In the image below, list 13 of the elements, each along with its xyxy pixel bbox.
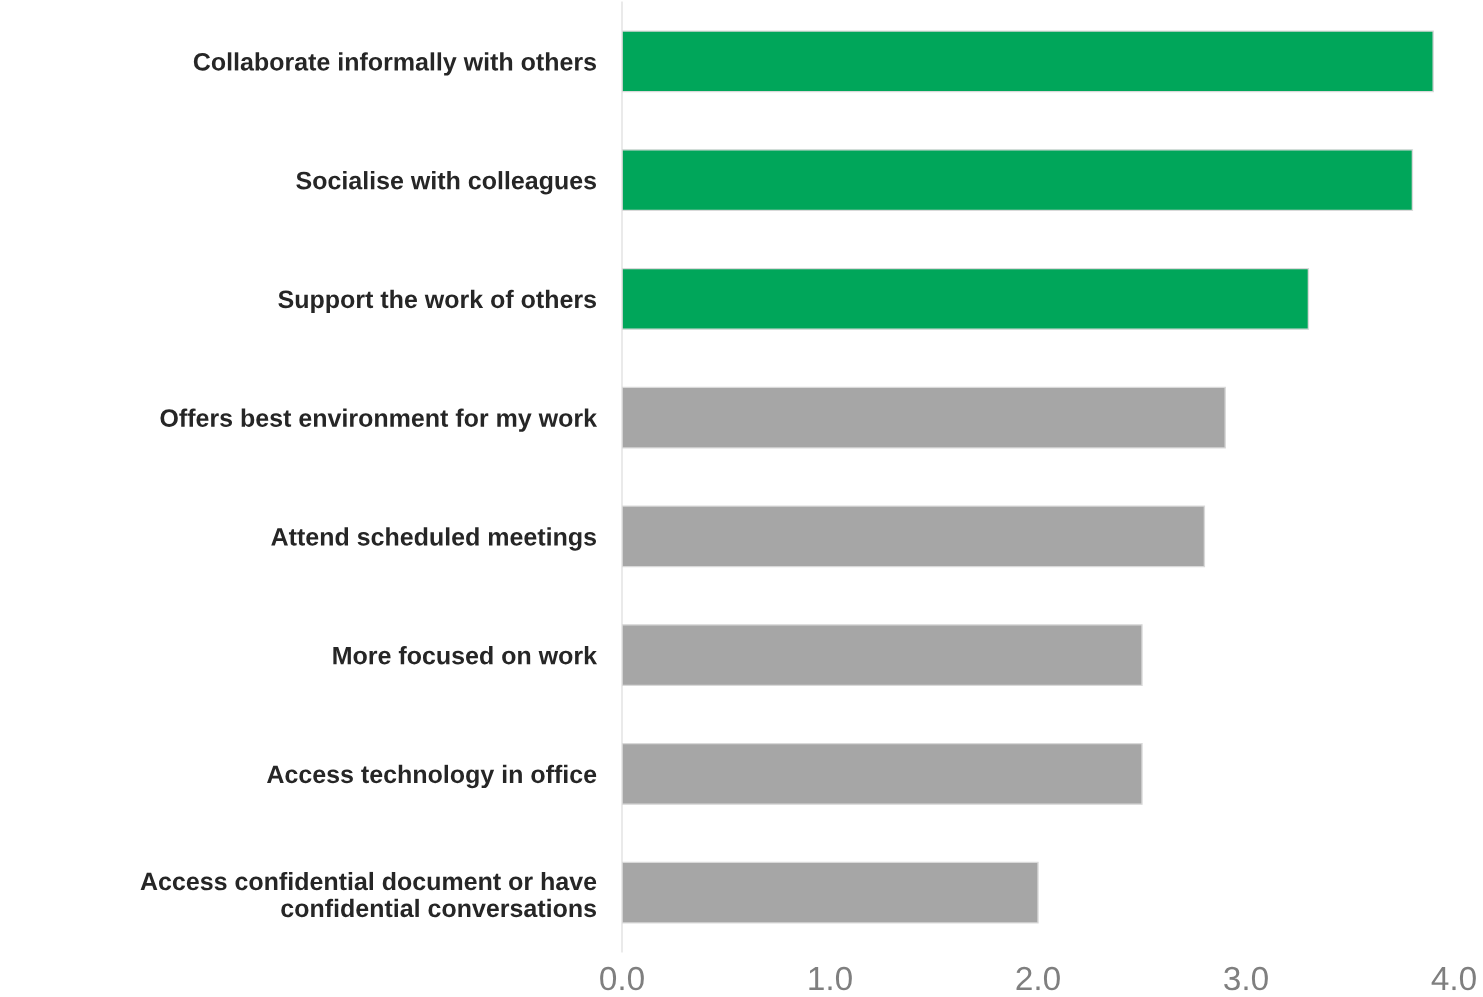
y-tick-label: Attend scheduled meetings bbox=[271, 527, 596, 551]
x-tick-label: 3.0 bbox=[1224, 966, 1268, 991]
x-tick-label: 2.0 bbox=[1016, 966, 1060, 991]
y-tick-label: Access technology in office bbox=[267, 764, 597, 789]
y-tick-label: Socialise with colleagues bbox=[296, 171, 596, 195]
y-tick-label: Offers best environment for my work bbox=[160, 408, 598, 432]
y-tick-label: Collaborate informally with others bbox=[193, 52, 596, 76]
x-tick-label: 0.0 bbox=[600, 966, 644, 991]
x-tick-label: 4.0 bbox=[1431, 966, 1476, 991]
y-tick-label: Support the work of others bbox=[278, 289, 596, 314]
y-tick-label: Access confidential document or have confidential conversations bbox=[140, 871, 597, 918]
x-tick-label: 1.0 bbox=[809, 966, 852, 991]
y-tick-label: More focused on work bbox=[333, 646, 598, 665]
